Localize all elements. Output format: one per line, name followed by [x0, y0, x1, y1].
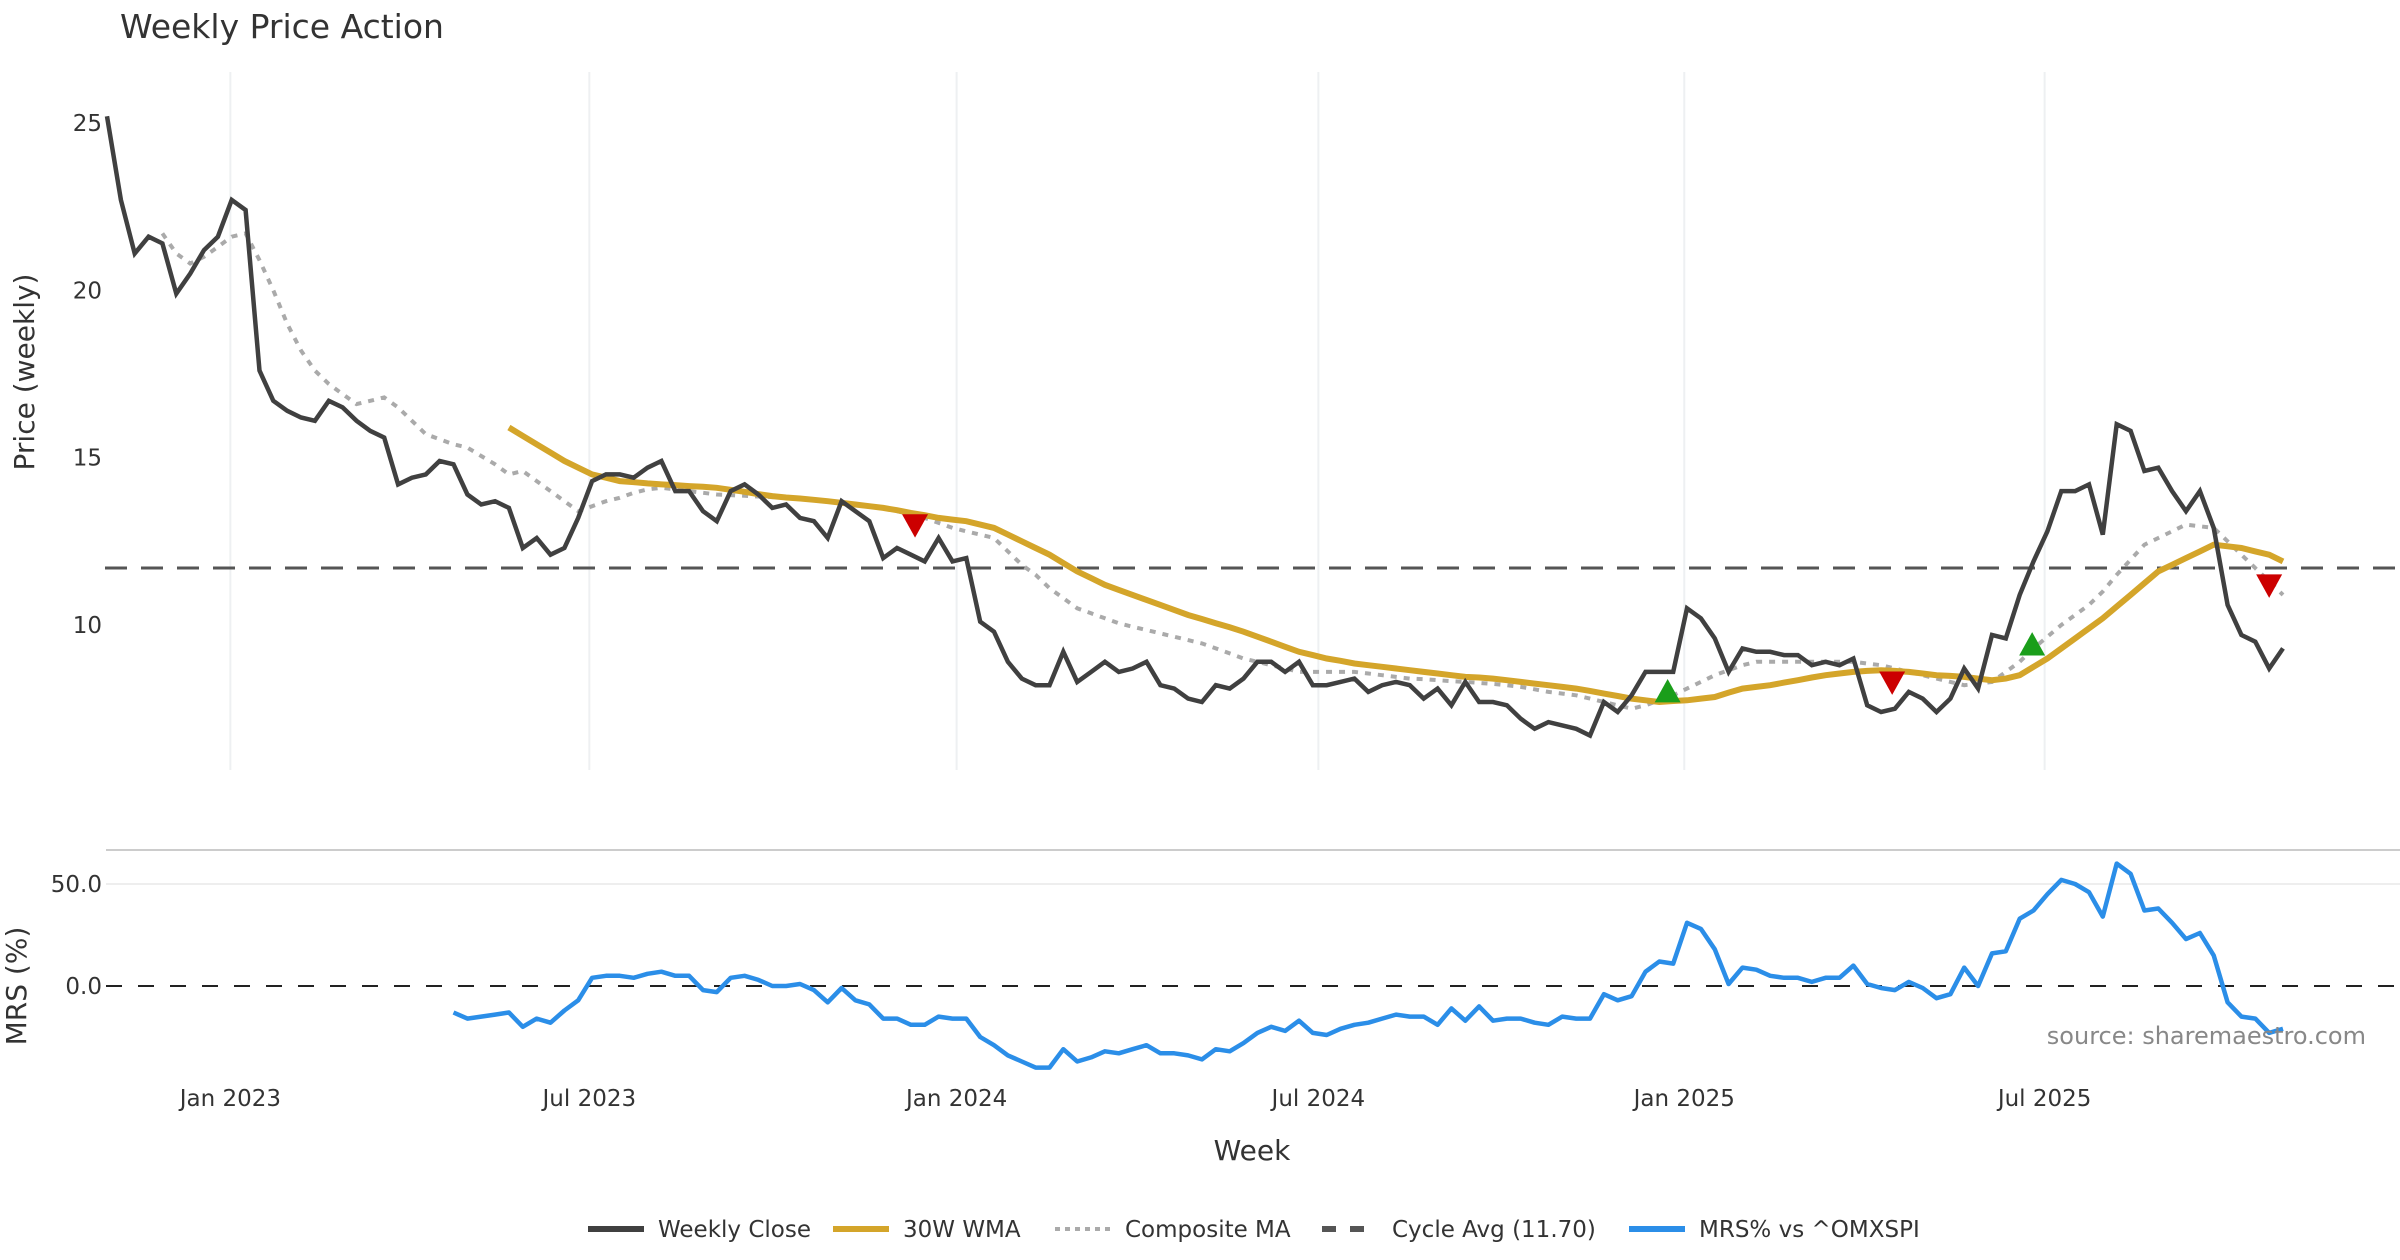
legend-label: 30W WMA: [903, 1217, 1021, 1243]
sell-signal-marker: [2256, 574, 2283, 598]
mrs-y-tick-label: 50.0: [51, 872, 102, 898]
composite-ma-line: [160, 231, 2285, 711]
chart-title: Weekly Price Action: [120, 7, 444, 46]
legend-label: Weekly Close: [658, 1217, 811, 1243]
legend-label: Composite MA: [1125, 1217, 1291, 1243]
legend-item: MRS% vs ^OMXSPI: [1629, 1217, 1920, 1243]
legend-item: Composite MA: [1055, 1217, 1291, 1243]
price-y-ticks: 25 20 15 10: [73, 111, 102, 639]
mrs-y-tick-label: 0.0: [65, 974, 102, 1000]
sell-signal-marker: [1879, 671, 1906, 695]
mrs-line: [452, 861, 2284, 1070]
x-tick-label: Jan 2024: [904, 1086, 1007, 1112]
x-axis-label: Week: [1214, 1134, 1291, 1167]
mrs-y-ticks: 50.0 0.0: [51, 872, 102, 1000]
y-tick-label: 15: [73, 446, 102, 472]
x-tick-label: Jan 2023: [178, 1086, 281, 1112]
source-note: source: sharemaestro.com: [2047, 1022, 2366, 1050]
weekly-close-line: [104, 115, 2285, 739]
x-tick-label: Jul 2023: [541, 1086, 637, 1112]
x-ticks: Jan 2023 Jul 2023 Jan 2024 Jul 2024 Jan 2025…: [178, 1086, 2092, 1112]
price-y-axis-label: Price (weekly): [8, 274, 41, 471]
price-grid: [229, 72, 2046, 770]
y-tick-label: 20: [73, 278, 102, 304]
signal-markers: [902, 514, 2283, 703]
x-tick-label: Jan 2025: [1632, 1086, 1735, 1112]
legend: Weekly Close 30W WMA Composite MA Cycle Avg…: [588, 1217, 1920, 1243]
y-tick-label: 25: [73, 111, 102, 137]
y-tick-label: 10: [73, 613, 102, 639]
mrs-y-axis-label: MRS (%): [0, 927, 33, 1046]
legend-item: Cycle Avg (11.70): [1322, 1217, 1596, 1243]
x-tick-label: Jul 2024: [1270, 1086, 1366, 1112]
sell-signal-marker: [902, 514, 929, 538]
x-tick-label: Jul 2025: [1996, 1086, 2092, 1112]
legend-item: 30W WMA: [833, 1217, 1021, 1243]
price-series: [104, 115, 2285, 739]
buy-signal-marker: [1654, 678, 1681, 703]
legend-label: Cycle Avg (11.70): [1392, 1217, 1596, 1243]
legend-item: Weekly Close: [588, 1217, 811, 1243]
buy-signal-marker: [2019, 632, 2046, 656]
wma-30w-line: [507, 424, 2285, 706]
legend-label: MRS% vs ^OMXSPI: [1699, 1217, 1920, 1243]
mrs-series: [452, 861, 2284, 1070]
